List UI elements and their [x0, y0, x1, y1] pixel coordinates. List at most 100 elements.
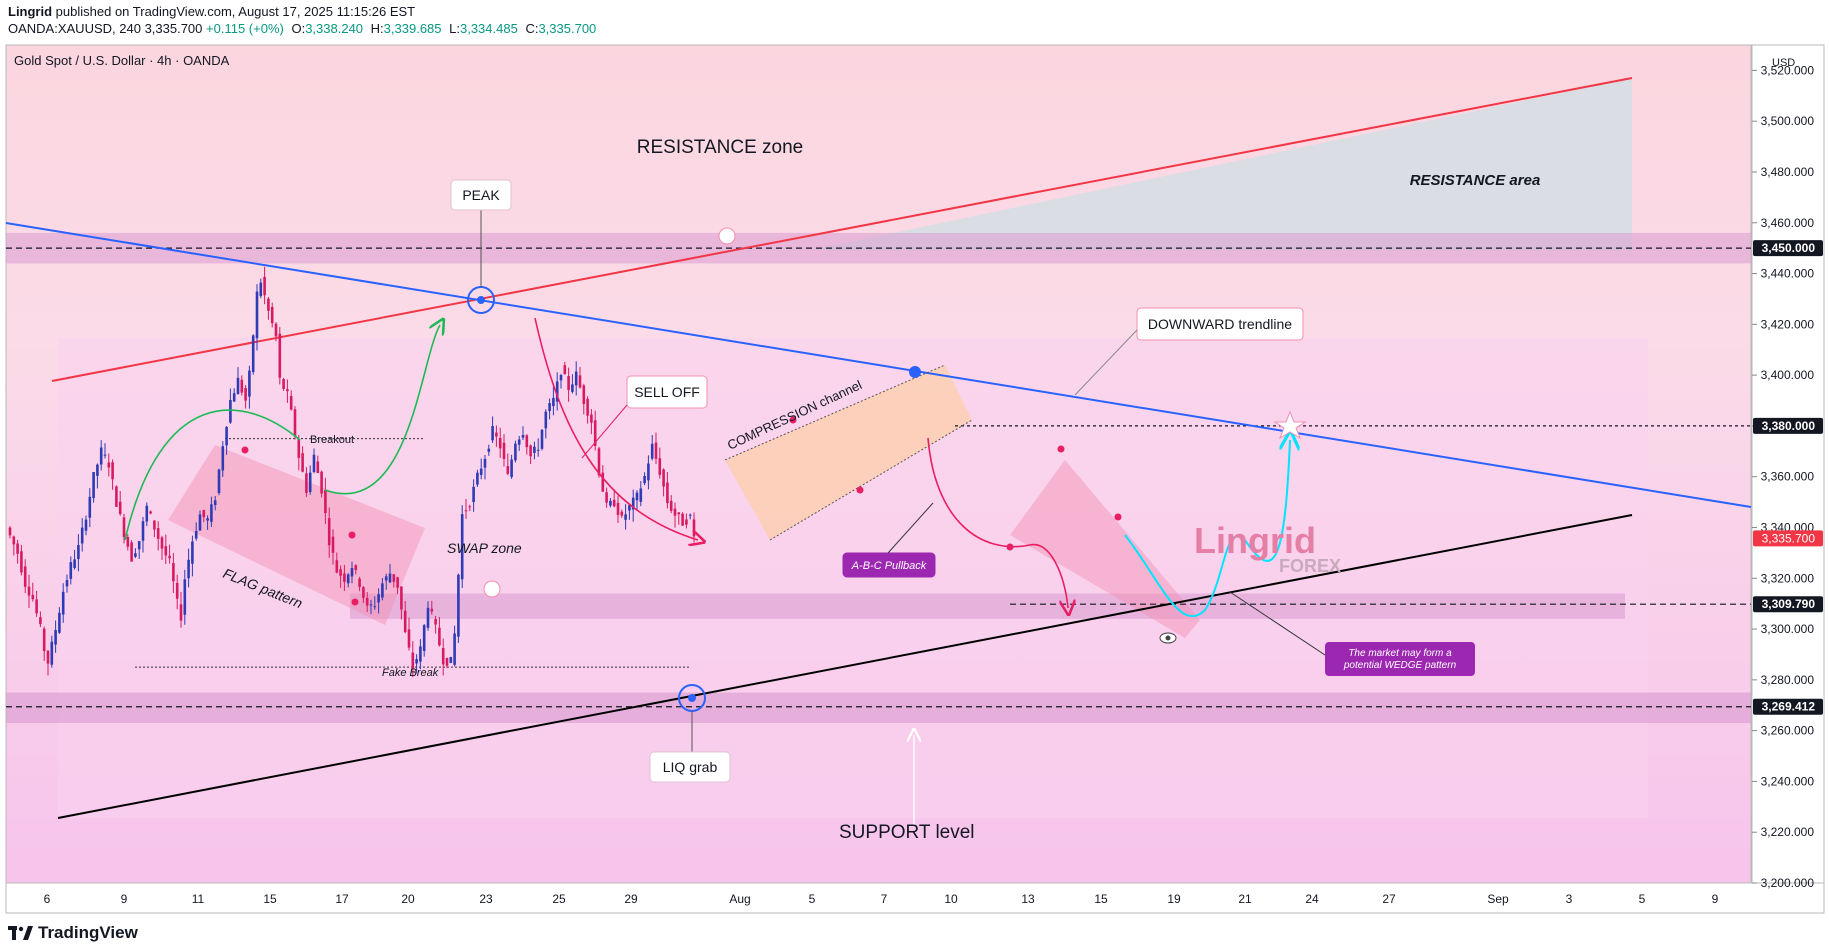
candle-body[interactable] — [289, 395, 293, 410]
candle-body[interactable] — [118, 501, 122, 514]
candle-body[interactable] — [373, 606, 377, 608]
candle-body[interactable] — [263, 276, 266, 296]
candle-body[interactable] — [571, 384, 574, 392]
candle-body[interactable] — [548, 403, 551, 412]
candle-body[interactable] — [297, 439, 301, 458]
tradingview-logo[interactable]: TradingView — [8, 923, 138, 943]
candle-body[interactable] — [335, 560, 339, 573]
candle-body[interactable] — [677, 512, 681, 515]
candle-body[interactable] — [278, 333, 282, 378]
candle-body[interactable] — [628, 505, 631, 511]
candle-body[interactable] — [483, 458, 487, 468]
candle-body[interactable] — [582, 385, 586, 404]
candle-body[interactable] — [282, 379, 285, 389]
candle-body[interactable] — [574, 371, 578, 386]
candle-body[interactable] — [411, 652, 415, 669]
candle-body[interactable] — [194, 530, 198, 539]
author[interactable]: Lingrid — [8, 4, 53, 19]
candle-body[interactable] — [586, 398, 589, 416]
candle-body[interactable] — [324, 490, 327, 514]
candle-body[interactable] — [187, 559, 190, 579]
candle-body[interactable] — [601, 472, 605, 492]
candle-body[interactable] — [145, 505, 149, 522]
candle-body[interactable] — [445, 657, 449, 666]
candle-body[interactable] — [8, 527, 12, 536]
candle-body[interactable] — [620, 511, 624, 516]
candle-body[interactable] — [202, 510, 206, 518]
candle-body[interactable] — [430, 608, 434, 612]
candle-body[interactable] — [666, 482, 669, 504]
candle-body[interactable] — [175, 582, 179, 599]
candle-body[interactable] — [354, 565, 358, 570]
candle-body[interactable] — [525, 435, 529, 448]
candle-body[interactable] — [426, 607, 430, 628]
candle-body[interactable] — [259, 282, 263, 297]
candle-body[interactable] — [339, 569, 342, 576]
candle-body[interactable] — [388, 573, 392, 583]
candle-body[interactable] — [255, 291, 259, 339]
candle-body[interactable] — [39, 617, 42, 625]
candle-body[interactable] — [96, 464, 99, 476]
candle-body[interactable] — [419, 646, 422, 662]
candle-body[interactable] — [643, 475, 646, 484]
candle-body[interactable] — [267, 298, 270, 311]
candle-body[interactable] — [384, 576, 388, 581]
candle-body[interactable] — [42, 628, 46, 652]
candle-body[interactable] — [103, 454, 107, 456]
candle-body[interactable] — [31, 594, 35, 600]
down-arrow-icon[interactable] — [718, 227, 736, 245]
candle-body[interactable] — [502, 442, 506, 459]
candle-body[interactable] — [365, 597, 369, 606]
candle-body[interactable] — [479, 468, 483, 475]
candle-body[interactable] — [305, 473, 308, 493]
candle-body[interactable] — [248, 370, 251, 397]
candle-body[interactable] — [358, 578, 361, 587]
candle-body[interactable] — [673, 508, 677, 516]
candle-body[interactable] — [69, 562, 73, 579]
candle-body[interactable] — [400, 586, 403, 610]
candle-body[interactable] — [350, 568, 354, 577]
down-arrow-icon[interactable] — [483, 580, 501, 598]
candle-body[interactable] — [198, 514, 202, 531]
candle-body[interactable] — [183, 579, 187, 615]
candle-body[interactable] — [377, 594, 380, 603]
candle-body[interactable] — [84, 519, 88, 531]
candle-body[interactable] — [172, 563, 175, 582]
candle-body[interactable] — [191, 541, 194, 564]
candle-body[interactable] — [23, 566, 27, 587]
candle-body[interactable] — [460, 514, 464, 580]
candle-body[interactable] — [529, 445, 532, 457]
candle-body[interactable] — [369, 604, 373, 606]
candle-body[interactable] — [593, 420, 597, 447]
candle-body[interactable] — [616, 502, 620, 515]
candle-body[interactable] — [514, 443, 517, 461]
candle-body[interactable] — [590, 414, 593, 423]
candle-body[interactable] — [77, 545, 80, 560]
candle-body[interactable] — [286, 389, 289, 392]
candle-body[interactable] — [137, 541, 141, 550]
candle-body[interactable] — [650, 443, 654, 459]
candle-body[interactable] — [639, 488, 643, 502]
candle-body[interactable] — [654, 442, 658, 459]
candle-body[interactable] — [134, 553, 137, 557]
candle-body[interactable] — [46, 650, 50, 664]
candle-body[interactable] — [495, 432, 498, 437]
candle-body[interactable] — [232, 393, 236, 402]
candle-body[interactable] — [658, 458, 662, 475]
candle-body[interactable] — [624, 514, 627, 520]
candle-body[interactable] — [438, 627, 441, 646]
candle-body[interactable] — [506, 466, 510, 474]
candle-body[interactable] — [685, 519, 688, 525]
candle-body[interactable] — [555, 381, 559, 402]
candle-body[interactable] — [457, 574, 460, 637]
candle-body[interactable] — [327, 518, 331, 546]
candle-body[interactable] — [635, 492, 639, 501]
candle-body[interactable] — [510, 459, 513, 478]
candle-body[interactable] — [578, 375, 582, 388]
candle-body[interactable] — [130, 542, 133, 562]
candle-body[interactable] — [472, 486, 475, 503]
candle-body[interactable] — [476, 472, 479, 485]
candle-body[interactable] — [153, 520, 156, 530]
candle-body[interactable] — [88, 496, 92, 518]
